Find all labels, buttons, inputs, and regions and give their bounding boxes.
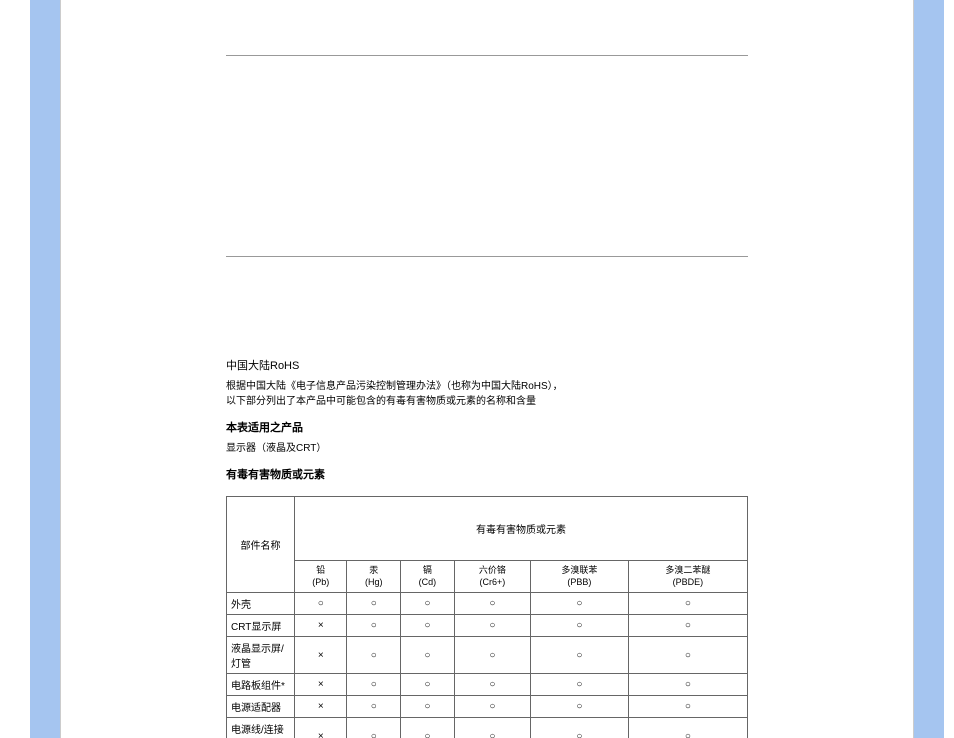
table-row: 电源线/连接线×○○○○○ bbox=[227, 718, 748, 738]
value-cell: ○ bbox=[347, 637, 401, 674]
col-sub-2: 镉(Cd) bbox=[401, 561, 455, 593]
part-name-cell: 电源线/连接线 bbox=[227, 718, 295, 738]
value-cell: ○ bbox=[454, 696, 530, 718]
value-cell: × bbox=[295, 696, 347, 718]
col-part-header: 部件名称 bbox=[227, 497, 295, 593]
table-row: CRT显示屏×○○○○○ bbox=[227, 615, 748, 637]
value-cell: ○ bbox=[454, 637, 530, 674]
value-cell: ○ bbox=[347, 615, 401, 637]
right-stripe bbox=[914, 0, 944, 738]
col-sub-0: 铅(Pb) bbox=[295, 561, 347, 593]
col-sub-5: 多溴二苯醚(PBDE) bbox=[628, 561, 747, 593]
after-hr-spacer bbox=[226, 257, 748, 357]
rohs-title: 中国大陆RoHS bbox=[226, 357, 748, 373]
value-cell: ○ bbox=[454, 615, 530, 637]
value-cell: ○ bbox=[531, 615, 629, 637]
table-row: 电源适配器×○○○○○ bbox=[227, 696, 748, 718]
value-cell: ○ bbox=[531, 696, 629, 718]
value-cell: ○ bbox=[401, 593, 455, 615]
value-cell: ○ bbox=[628, 637, 747, 674]
value-cell: ○ bbox=[531, 718, 629, 738]
part-name-cell: 外壳 bbox=[227, 593, 295, 615]
document-viewport: 中国大陆RoHS 根据中国大陆《电子信息产品污染控制管理办法》（也称为中国大陆R… bbox=[0, 0, 954, 738]
value-cell: ○ bbox=[628, 615, 747, 637]
value-cell: ○ bbox=[628, 696, 747, 718]
value-cell: ○ bbox=[454, 593, 530, 615]
substances-label: 有毒有害物质或元素 bbox=[226, 466, 748, 482]
part-name-cell: CRT显示屏 bbox=[227, 615, 295, 637]
applies-label: 本表适用之产品 bbox=[226, 419, 748, 435]
table-row: 外壳○○○○○○ bbox=[227, 593, 748, 615]
left-stripe bbox=[30, 0, 60, 738]
value-cell: ○ bbox=[531, 674, 629, 696]
value-cell: ○ bbox=[531, 593, 629, 615]
value-cell: ○ bbox=[628, 593, 747, 615]
value-cell: ○ bbox=[347, 718, 401, 738]
part-name-cell: 电源适配器 bbox=[227, 696, 295, 718]
value-cell: × bbox=[295, 674, 347, 696]
value-cell: ○ bbox=[628, 718, 747, 738]
intro-line-1: 根据中国大陆《电子信息产品污染控制管理办法》（也称为中国大陆RoHS）， bbox=[226, 381, 563, 392]
rohs-table-head: 部件名称 有毒有害物质或元素 铅(Pb)汞(Hg)镉(Cd)六价铬(Cr6+)多… bbox=[227, 497, 748, 593]
value-cell: ○ bbox=[454, 674, 530, 696]
value-cell: ○ bbox=[401, 615, 455, 637]
col-sub-3: 六价铬(Cr6+) bbox=[454, 561, 530, 593]
value-cell: ○ bbox=[401, 637, 455, 674]
applies-value: 显示器（液晶及CRT） bbox=[226, 441, 748, 456]
part-name-cell: 电路板组件* bbox=[227, 674, 295, 696]
value-cell: × bbox=[295, 718, 347, 738]
mid-spacer bbox=[226, 56, 748, 256]
value-cell: ○ bbox=[295, 593, 347, 615]
rohs-table: 部件名称 有毒有害物质或元素 铅(Pb)汞(Hg)镉(Cd)六价铬(Cr6+)多… bbox=[226, 496, 748, 738]
value-cell: ○ bbox=[628, 674, 747, 696]
header-row-2: 铅(Pb)汞(Hg)镉(Cd)六价铬(Cr6+)多溴联苯(PBB)多溴二苯醚(P… bbox=[227, 561, 748, 593]
col-sub-4: 多溴联苯(PBB) bbox=[531, 561, 629, 593]
value-cell: ○ bbox=[347, 696, 401, 718]
value-cell: ○ bbox=[454, 718, 530, 738]
rohs-intro: 根据中国大陆《电子信息产品污染控制管理办法》（也称为中国大陆RoHS）， 以下部… bbox=[226, 379, 748, 409]
value-cell: × bbox=[295, 615, 347, 637]
col-sub-1: 汞(Hg) bbox=[347, 561, 401, 593]
value-cell: ○ bbox=[401, 696, 455, 718]
header-row-1: 部件名称 有毒有害物质或元素 bbox=[227, 497, 748, 561]
table-row: 液晶显示屏/灯管×○○○○○ bbox=[227, 637, 748, 674]
part-name-cell: 液晶显示屏/灯管 bbox=[227, 637, 295, 674]
table-row: 电路板组件*×○○○○○ bbox=[227, 674, 748, 696]
value-cell: × bbox=[295, 637, 347, 674]
top-spacer bbox=[226, 0, 748, 55]
value-cell: ○ bbox=[401, 718, 455, 738]
value-cell: ○ bbox=[347, 674, 401, 696]
document-page: 中国大陆RoHS 根据中国大陆《电子信息产品污染控制管理办法》（也称为中国大陆R… bbox=[60, 0, 914, 738]
value-cell: ○ bbox=[401, 674, 455, 696]
value-cell: ○ bbox=[531, 637, 629, 674]
intro-line-2: 以下部分列出了本产品中可能包含的有毒有害物质或元素的名称和含量 bbox=[226, 396, 536, 407]
rohs-table-body: 外壳○○○○○○CRT显示屏×○○○○○液晶显示屏/灯管×○○○○○电路板组件*… bbox=[227, 593, 748, 738]
value-cell: ○ bbox=[347, 593, 401, 615]
col-group-header: 有毒有害物质或元素 bbox=[295, 497, 748, 561]
